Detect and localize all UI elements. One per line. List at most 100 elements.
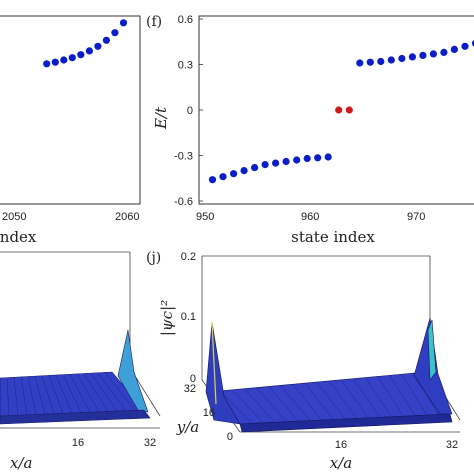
panel-f-point-s2-11 xyxy=(471,40,474,47)
panel-j-mesh-line-8 xyxy=(304,382,334,420)
panel-j-surface-peak-left xyxy=(205,321,241,425)
panel-f-point-s2-4 xyxy=(398,54,406,63)
panel-f-ylabel: E/t xyxy=(152,106,170,130)
panel-j-mesh-line-5 xyxy=(268,386,299,422)
panel-j-mesh-line-17 xyxy=(413,372,439,415)
panel-i-surface-peak xyxy=(117,329,149,413)
panel-e-xlabel: index xyxy=(0,228,37,246)
panel-e-point-s0-5 xyxy=(85,47,93,55)
panel-f: (f) 0.6 0.3 0 -0.3 -0.6 950 960 970 E/t stat… xyxy=(146,14,474,246)
panel-f-point-s0-10 xyxy=(314,154,322,162)
panel-f-point-s2-6 xyxy=(419,51,427,60)
panel-j-surface-front xyxy=(239,413,453,433)
panel-f-point-s0-7 xyxy=(282,157,290,166)
panel-e-xtick-2060: 2060 xyxy=(115,211,139,223)
panel-e-point-s0-9 xyxy=(119,19,128,27)
panel-f-point-s2-3 xyxy=(387,56,395,64)
panel-f-xtick-960: 960 xyxy=(301,211,319,223)
panel-j-ztick-0: 0 xyxy=(190,373,196,385)
panel-f-point-s0-6 xyxy=(272,159,280,167)
panel-f-xtick-970: 970 xyxy=(407,211,425,223)
panel-j-mesh-line-13 xyxy=(365,377,392,417)
panel-j-mesh-line-7 xyxy=(292,384,322,421)
panel-i-surface-front xyxy=(0,409,151,425)
panel-f-point-s1-1 xyxy=(345,106,353,114)
panel-j-ylabel: y/a xyxy=(176,418,199,436)
panel-e-point-s0-2 xyxy=(60,56,68,64)
panel-i-mesh-line-13 xyxy=(90,372,118,412)
panel-j-mesh-line-16 xyxy=(401,374,427,416)
panel-i-mesh-line-7 xyxy=(48,375,64,414)
panel-j: (j) 0.2 0.1 0 |ψc|² 32 16 0 y/a 16 32 x/… xyxy=(146,250,461,472)
panel-f-ytick--0.6: -0.6 xyxy=(174,196,193,208)
panel-j-peak-left-highlight xyxy=(211,321,217,405)
panel-i-mesh-line-12 xyxy=(83,373,109,412)
panel-f-yticks: 0.6 0.3 0 -0.3 -0.6 xyxy=(174,14,203,208)
panel-f-ytick-0.6: 0.6 xyxy=(178,14,193,26)
panel-f-point-s0-2 xyxy=(230,170,238,178)
panel-i-mesh-line-9 xyxy=(62,374,82,413)
panel-f-point-s0-8 xyxy=(293,156,301,164)
panel-j-label: (j) xyxy=(146,250,161,266)
panel-j-xlabel: x/a xyxy=(330,454,352,472)
panel-j-mesh-line-4 xyxy=(256,387,287,422)
panel-i-mesh-line-14 xyxy=(97,372,127,411)
panel-j-mesh-line-14 xyxy=(377,376,404,417)
panel-j-mesh-line-3 xyxy=(244,388,276,423)
panel-j-zlabel: |ψc|² xyxy=(158,300,176,336)
panel-f-ytick-0: 0 xyxy=(187,105,193,117)
panel-j-ztick-0.1: 0.1 xyxy=(181,311,196,323)
panel-f-point-s0-5 xyxy=(261,161,269,169)
panel-i-xlabel: x/a xyxy=(10,454,32,472)
panel-j-mesh-line-1 xyxy=(219,390,252,424)
panel-j-xtick-16: 16 xyxy=(335,439,347,451)
panel-i-xtick-32: 32 xyxy=(144,437,156,449)
panel-e-point-s0-6 xyxy=(94,42,102,50)
panel-e-point-s0-1 xyxy=(51,58,59,66)
panel-j-mesh-line-11 xyxy=(341,379,369,419)
panel-i-xtick-16: 16 xyxy=(72,437,84,449)
panel-i-mesh-line-3 xyxy=(20,376,28,415)
panel-f-point-s0-11 xyxy=(324,153,332,161)
panel-j-mesh-line-12 xyxy=(353,378,381,418)
panel-e-point-s0-4 xyxy=(77,51,85,59)
panel-f-point-s2-9 xyxy=(450,45,458,54)
panel-i-mesh-line-1 xyxy=(6,377,10,416)
panel-j-mesh-line-10 xyxy=(328,380,357,419)
panel-f-point-s0-3 xyxy=(240,167,248,175)
panel-e-point-s0-3 xyxy=(68,54,76,62)
panel-e: 2050 2060 index xyxy=(0,15,141,246)
panel-j-ztick-0.2: 0.2 xyxy=(181,251,196,263)
panel-f-point-s2-10 xyxy=(461,42,469,50)
panel-f-ytick--0.3: -0.3 xyxy=(174,151,193,163)
panel-f-point-s2-7 xyxy=(429,50,437,58)
panel-f-point-s2-1 xyxy=(366,58,374,66)
panel-i: 16 32 x/a xyxy=(0,251,161,472)
panel-f-point-s2-2 xyxy=(377,57,385,66)
panel-f-point-s0-0 xyxy=(208,176,217,184)
panel-f-point-s2-0 xyxy=(356,59,364,67)
panel-i-mesh-line-8 xyxy=(55,374,73,414)
panel-i-mesh-line-2 xyxy=(13,377,19,416)
panel-e-point-s0-7 xyxy=(102,36,110,44)
panel-j-peak-right-highlight xyxy=(427,319,437,381)
panel-j-xtick-32: 32 xyxy=(446,439,458,451)
panel-j-mesh-line-9 xyxy=(316,381,346,420)
panel-i-mesh-line-4 xyxy=(27,376,37,415)
panel-e-frame xyxy=(0,15,141,205)
panel-f-xtick-950: 950 xyxy=(196,211,214,223)
panel-f-point-s2-8 xyxy=(440,48,448,57)
panel-f-point-s0-1 xyxy=(219,173,227,181)
panel-f-ytick-0.3: 0.3 xyxy=(178,60,193,72)
panel-i-mesh-line-6 xyxy=(41,375,55,414)
panel-f-point-s0-4 xyxy=(251,164,259,172)
panel-j-ytick-16: 16 xyxy=(203,407,215,419)
panel-f-point-s1-0 xyxy=(335,106,343,114)
panel-i-mesh-line-5 xyxy=(34,376,46,415)
panel-i-mesh-line-15 xyxy=(104,372,136,411)
panel-f-points xyxy=(208,40,474,184)
panel-f-point-s0-9 xyxy=(303,154,311,163)
panel-j-ytick-32: 32 xyxy=(184,383,196,395)
panel-j-mesh-line-2 xyxy=(232,389,264,424)
